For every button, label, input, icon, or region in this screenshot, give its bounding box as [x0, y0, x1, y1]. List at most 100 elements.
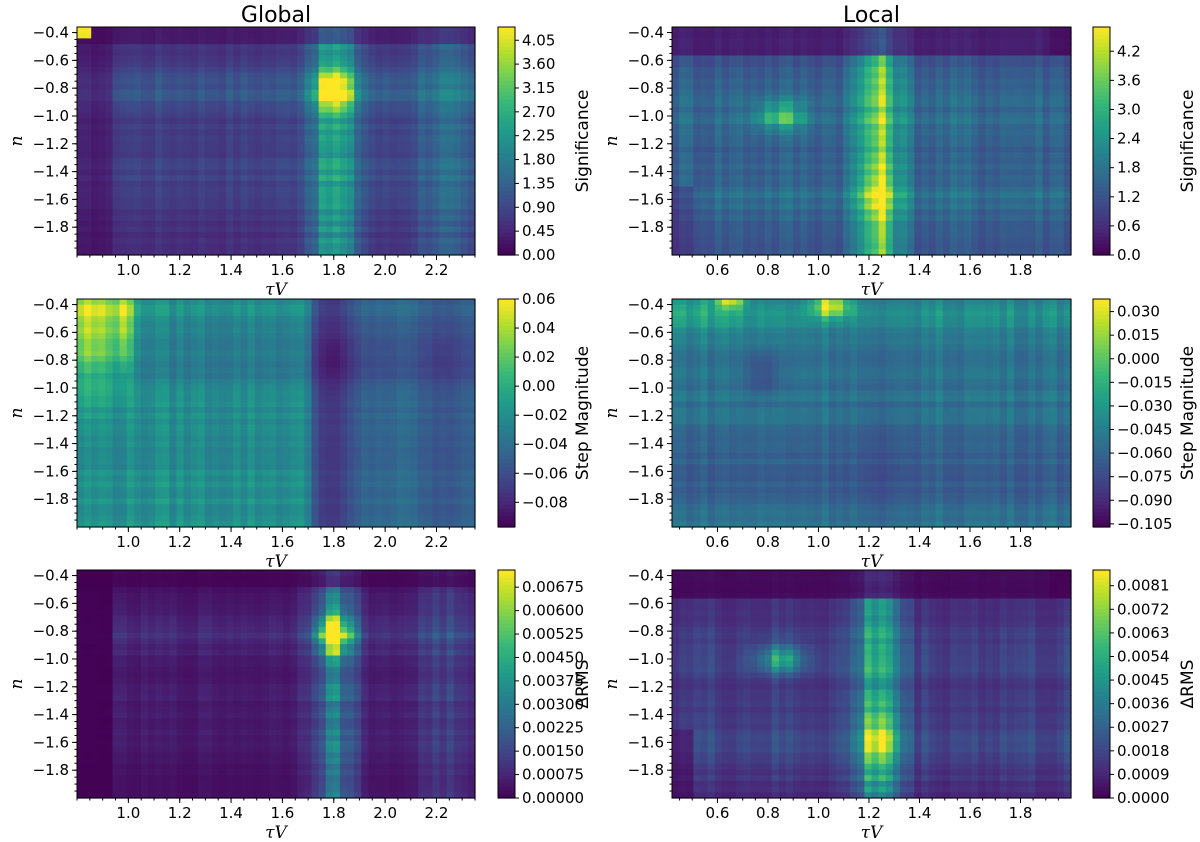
heatmap-cell	[885, 209, 894, 216]
heatmap-cell	[276, 232, 284, 239]
heatmap-cell	[297, 38, 306, 45]
y-tick-label: −0.6	[33, 51, 69, 69]
heatmap-cell	[1063, 55, 1072, 62]
heatmap-cell	[857, 158, 865, 165]
heatmap-cell	[679, 49, 687, 57]
heatmap-cell	[467, 49, 476, 57]
heatmap-cell	[112, 180, 121, 188]
heatmap-cell	[864, 152, 873, 159]
heatmap-cell	[1006, 175, 1015, 182]
heatmap-cell	[807, 152, 816, 159]
colorbar-segment	[1093, 209, 1110, 214]
heatmap-cell	[942, 209, 951, 216]
heatmap-cell	[1014, 112, 1022, 119]
heatmap-cell	[169, 304, 178, 311]
heatmap-cell	[84, 89, 92, 96]
heatmap-cell	[119, 226, 128, 233]
heatmap-cell	[297, 129, 306, 136]
heatmap-cell	[304, 203, 313, 210]
heatmap-cell	[290, 158, 298, 165]
heatmap-cell	[714, 123, 723, 131]
heatmap-cell	[247, 112, 256, 119]
heatmap-cell	[119, 84, 128, 91]
heatmap-cell	[268, 249, 277, 256]
heatmap-cell	[176, 106, 185, 114]
colorbar-segment	[1093, 144, 1110, 150]
heatmap-cell	[219, 44, 227, 51]
heatmap-cell	[1006, 186, 1015, 193]
heatmap-cell	[1049, 84, 1058, 91]
heatmap-cell	[212, 84, 220, 91]
heatmap-cell	[318, 209, 327, 216]
heatmap-cell	[828, 141, 837, 148]
heatmap-cell	[985, 55, 994, 62]
heatmap-cell	[1056, 141, 1065, 148]
heatmap-cell	[864, 237, 873, 245]
colorbar-segment	[1093, 53, 1110, 58]
heatmap-cell	[254, 38, 263, 45]
heatmap-cell	[885, 226, 894, 233]
heatmap-cell	[921, 112, 930, 119]
heatmap-cell	[949, 169, 958, 176]
heatmap-cell	[183, 152, 192, 159]
heatmap-cell	[707, 209, 716, 216]
heatmap-cell	[190, 112, 199, 119]
heatmap-cell	[375, 232, 384, 239]
heatmap-cell	[91, 152, 99, 159]
heatmap-cell	[98, 141, 107, 148]
heatmap-cell	[892, 106, 901, 114]
heatmap-cell	[247, 299, 256, 306]
heatmap-cell	[403, 101, 412, 108]
heatmap-cell	[707, 152, 716, 159]
heatmap-cell	[183, 146, 192, 153]
heatmap-cell	[1014, 163, 1022, 171]
heatmap-cell	[126, 55, 135, 62]
heatmap-cell	[714, 135, 723, 142]
heatmap-cell	[77, 101, 85, 108]
heatmap-cell	[212, 226, 220, 233]
heatmap-cell	[714, 209, 723, 216]
heatmap-cell	[403, 175, 412, 182]
colorbar-segment	[498, 42, 515, 47]
heatmap-cell	[1014, 123, 1022, 131]
heatmap-cell	[949, 163, 958, 171]
heatmap-cell	[750, 78, 759, 85]
heatmap-cell	[318, 38, 327, 45]
heatmap-cell	[778, 123, 787, 131]
heatmap-cell	[843, 209, 851, 216]
heatmap-cell	[169, 84, 178, 91]
heatmap-cell	[84, 304, 92, 311]
heatmap-cell	[332, 192, 341, 199]
heatmap-cell	[247, 180, 256, 188]
heatmap-cell	[233, 163, 242, 171]
heatmap-cell	[693, 198, 702, 205]
heatmap-cell	[389, 180, 398, 188]
heatmap-cell	[240, 243, 249, 250]
heatmap-cell	[77, 304, 85, 311]
heatmap-cell	[219, 243, 227, 250]
heatmap-cell	[1042, 146, 1051, 153]
heatmap-cell	[999, 106, 1008, 114]
heatmap-cell	[1014, 95, 1022, 102]
heatmap-cell	[778, 237, 787, 245]
heatmap-cell	[957, 220, 965, 228]
heatmap-cell	[219, 146, 227, 153]
heatmap-cell	[105, 66, 114, 74]
heatmap-cell	[240, 78, 249, 85]
heatmap-cell	[332, 118, 341, 125]
heatmap-cell	[892, 203, 901, 210]
heatmap-cell	[814, 192, 823, 199]
heatmap-cell	[375, 129, 384, 136]
heatmap-cell	[318, 146, 327, 153]
heatmap-cell	[190, 38, 199, 45]
heatmap-cell	[396, 209, 405, 216]
heatmap-cell	[389, 232, 398, 239]
x-tick-label: 1.0	[116, 261, 140, 279]
heatmap-cell	[261, 299, 270, 306]
heatmap-cell	[226, 27, 234, 34]
heatmap-cell	[721, 232, 730, 239]
heatmap-cell	[1056, 146, 1065, 153]
heatmap-cell	[411, 38, 419, 45]
heatmap-cell	[771, 101, 780, 108]
heatmap-cell	[396, 243, 405, 250]
